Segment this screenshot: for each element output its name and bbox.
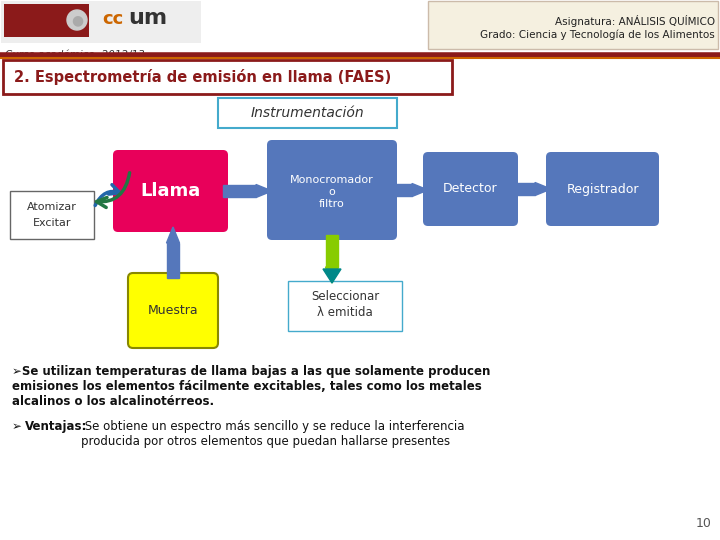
FancyBboxPatch shape [128,273,218,348]
Text: Registrador: Registrador [566,183,639,195]
Text: 10: 10 [696,517,712,530]
Text: cc: cc [102,10,123,28]
Bar [326,235,338,267]
FancyBboxPatch shape [423,152,518,226]
Polygon shape [412,184,428,197]
Text: filtro: filtro [319,199,345,209]
Text: ➢: ➢ [12,420,22,433]
FancyBboxPatch shape [10,191,94,239]
FancyBboxPatch shape [3,60,452,94]
FancyBboxPatch shape [113,150,228,232]
Text: Curso académico: 2012/13: Curso académico: 2012/13 [5,50,145,60]
Bar [392,184,412,196]
Polygon shape [325,267,338,283]
Text: o: o [328,187,336,197]
Circle shape [67,10,87,30]
Text: Ventajas:: Ventajas: [25,420,87,433]
FancyBboxPatch shape [218,98,397,128]
FancyBboxPatch shape [288,281,402,331]
Text: Asignatura: ANÁLISIS QUÍMICO: Asignatura: ANÁLISIS QUÍMICO [555,15,715,27]
Text: λ emitida: λ emitida [317,307,373,320]
Bar [167,243,179,278]
Polygon shape [535,183,551,195]
Bar [513,183,535,195]
Bar [223,185,256,197]
Text: Seleccionar: Seleccionar [311,291,379,303]
FancyBboxPatch shape [267,140,397,240]
Text: Excitar: Excitar [32,218,71,228]
FancyBboxPatch shape [546,152,659,226]
Text: Atomizar: Atomizar [27,202,77,212]
FancyBboxPatch shape [428,1,718,49]
Text: um: um [128,8,167,28]
Text: Monocromador: Monocromador [290,175,374,185]
Text: Llama: Llama [140,182,201,200]
Polygon shape [323,269,341,283]
Text: Instrumentación: Instrumentación [250,106,364,120]
Text: ➢Se utilizan temperaturas de llama bajas a las que solamente producen
emisiones : ➢Se utilizan temperaturas de llama bajas… [12,365,490,408]
Text: Detector: Detector [444,183,498,195]
Polygon shape [166,227,179,243]
Text: Grado: Ciencia y Tecnología de los Alimentos: Grado: Ciencia y Tecnología de los Alime… [480,30,715,40]
FancyBboxPatch shape [1,1,201,43]
Text: Muestra: Muestra [148,304,198,317]
Text: 2. Espectrometría de emisión en llama (FAES): 2. Espectrometría de emisión en llama (F… [14,69,391,85]
Polygon shape [256,185,272,198]
Text: ●: ● [71,13,83,27]
FancyBboxPatch shape [4,4,89,37]
Text: Se obtiene un espectro más sencillo y se reduce la interferencia
producida por o: Se obtiene un espectro más sencillo y se… [81,420,464,448]
